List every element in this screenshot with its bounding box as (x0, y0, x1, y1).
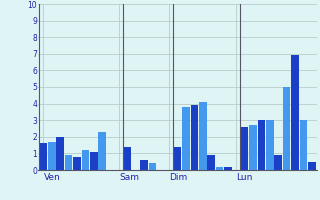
Bar (283, 87, 290, 170)
Bar (40, 143, 47, 170)
Bar (207, 155, 215, 170)
Bar (140, 160, 148, 170)
Bar (275, 155, 282, 170)
Bar (48, 142, 56, 170)
Bar (82, 150, 89, 170)
Bar (174, 147, 181, 170)
Bar (124, 147, 131, 170)
Bar (266, 120, 274, 170)
Bar (300, 120, 307, 170)
Bar (98, 132, 106, 170)
Bar (65, 155, 72, 170)
Bar (199, 102, 206, 170)
Bar (73, 157, 81, 170)
Bar (291, 55, 299, 170)
Bar (56, 137, 64, 170)
Bar (149, 163, 156, 170)
Bar (182, 107, 190, 170)
Bar (241, 127, 248, 170)
Bar (258, 120, 265, 170)
Bar (308, 162, 316, 170)
Bar (216, 167, 223, 170)
Bar (90, 152, 98, 170)
Bar (249, 125, 257, 170)
Bar (191, 105, 198, 170)
Bar (224, 167, 232, 170)
